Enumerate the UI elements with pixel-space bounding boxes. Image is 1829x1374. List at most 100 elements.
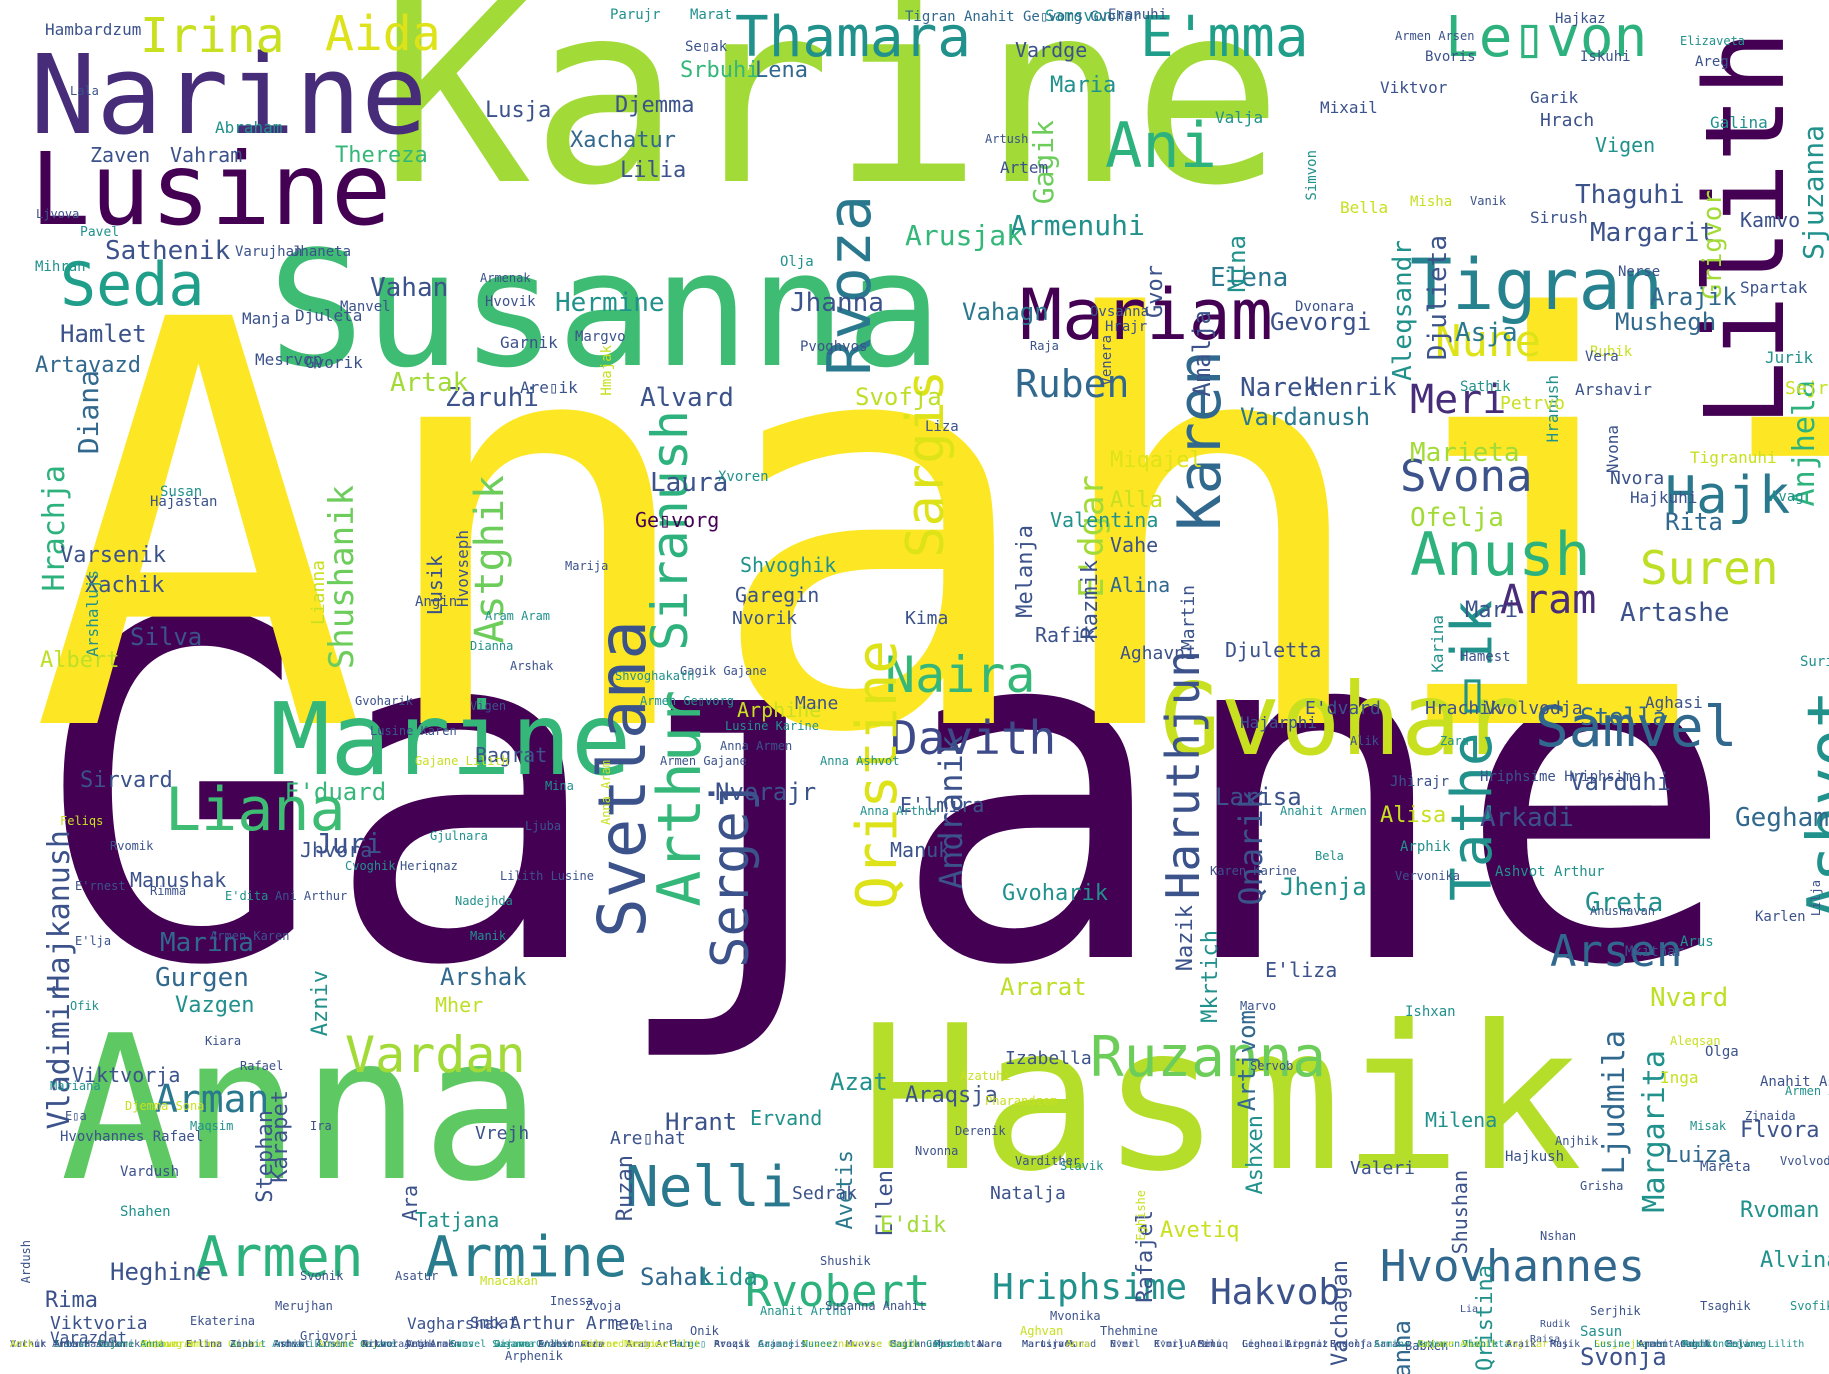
cloud-word: Vivoleta [1462,1339,1511,1350]
cloud-word: Tsvovinar [802,1339,857,1350]
cloud-word: Nvona [1603,425,1622,474]
cloud-word: Anahit [30,204,1829,856]
cloud-word: Svona [1400,451,1533,502]
cloud-word: Vachik [10,1339,47,1350]
cloud-word: Maji [1550,1339,1575,1350]
cloud-word: Aghavni [1120,643,1196,664]
cloud-word: Lida [700,1263,758,1291]
cloud-word: Gajane Ge▯vorg [98,1339,183,1350]
cloud-word: Lilja [1809,880,1823,917]
cloud-word: Arshak [440,963,527,991]
cloud-word: Hrajr [1105,319,1148,335]
cloud-word: Ervand [750,1106,823,1130]
cloud-word: Sara [1374,1339,1399,1350]
cloud-word: Anahit Ani [318,1339,379,1350]
cloud-word: Arkadi [1480,803,1574,833]
cloud-word: Anna Armen [720,739,793,753]
cloud-word: Hvovik [485,294,536,310]
cloud-word: Marine [270,681,632,798]
cloud-word: Olga [1705,1044,1739,1060]
cloud-word: Jhaneta [292,244,352,260]
cloud-word: Shvoghakath [615,669,695,683]
cloud-word: Arphine [737,698,822,722]
cloud-word: Mariana [50,1079,101,1093]
cloud-word: Djemma Sona [125,1099,205,1113]
cloud-word: Venera [1099,335,1115,386]
cloud-word: Arthur Arsen [10,1339,83,1350]
cloud-word: Ardush [19,1240,33,1284]
cloud-word: Arturun [1418,1339,1461,1350]
cloud-word: Silvard [582,1339,625,1350]
cloud-word: Vachagan [1328,1260,1353,1366]
cloud-word: Mixail [1320,98,1378,117]
cloud-word: Vigen [1595,133,1656,157]
cloud-word: Mina [545,779,574,793]
cloud-word: Gevorgi [1270,308,1372,336]
cloud-word: Gajane [758,1339,795,1350]
cloud-word: Ljuba [525,819,562,833]
cloud-word: Vera [1585,349,1619,365]
cloud-word: Valentina [1050,508,1159,532]
cloud-word: Marija [565,559,609,573]
cloud-word: Nshan [1540,1229,1577,1243]
cloud-word: Pvoghvos [800,339,868,355]
cloud-word: Tathe▯ik [1440,600,1505,902]
cloud-word: Jurik [1765,348,1814,367]
cloud-word: Asja [1455,318,1518,348]
cloud-word: Qristine [845,640,910,910]
cloud-word: Zaruhi [445,383,539,413]
cloud-word: Vervonika [1395,869,1461,883]
cloud-word: Djuletta [1225,638,1322,662]
cloud-word: Varazdat [50,1328,128,1347]
cloud-word: Anushavan [1590,904,1656,918]
cloud-word: Onik [690,1324,719,1338]
cloud-word: Hamlet [60,320,147,348]
cloud-word: Martirvos [1022,1339,1077,1350]
cloud-word: Rimma [150,884,187,898]
cloud-word: Armen Ge▯vorg [640,694,734,708]
cloud-word: Anna [60,993,542,1226]
cloud-word: Davith [890,711,1057,765]
cloud-word: Lusja [485,98,552,123]
cloud-word: Anna [1066,1339,1091,1350]
cloud-word: Vaghinak [406,1339,455,1350]
cloud-word: Ruzanna [1090,1025,1327,1090]
cloud-word: Sirush [1530,208,1588,227]
cloud-word: Mvovse [846,1339,883,1350]
cloud-word: Marietta [934,1339,983,1350]
cloud-word: Mnacakan [480,1274,538,1288]
cloud-word: Jhvora [300,838,373,862]
cloud-word: Martin [1178,585,1199,651]
cloud-word: Gajane Anahit [1418,1339,1497,1350]
cloud-word: Arphenik [505,1349,563,1363]
cloud-word: Albert [40,648,120,673]
cloud-word: Lilia [620,158,687,183]
cloud-word: Dianna [470,639,514,653]
cloud-word: Vvolvodja [1780,1154,1829,1168]
cloud-word: Gagik Gajane [680,664,767,678]
cloud-word: Dvonara [1295,299,1355,315]
cloud-word: Qristina [1473,1265,1498,1371]
cloud-word: Sathik [1460,379,1511,395]
cloud-word: Hrach [1540,110,1595,131]
cloud-word: Vigen [470,699,507,713]
cloud-word: Vardge [1015,38,1088,62]
cloud-word: Karapet [268,1090,293,1183]
cloud-word: Varsenik [60,543,166,568]
cloud-word: Narine [30,31,428,159]
cloud-word: Aramajis [758,1339,807,1350]
cloud-word: Eranuhi [1108,7,1168,23]
cloud-word: Lusine Karine [725,719,819,733]
cloud-word: Arthur Armine [142,1339,221,1350]
cloud-word: Gajane Lilith [415,754,509,768]
cloud-word: E'lja [75,934,112,948]
cloud-word: Armik [274,1339,305,1350]
cloud-word: Vardanush [1240,403,1371,431]
cloud-word: Nikvolaj [362,1339,411,1350]
cloud-word: Xachatur [570,128,676,153]
cloud-word: Karen Karine [1210,864,1297,878]
cloud-word: Rvozik [714,1339,751,1350]
cloud-word: Hriphsime Hriphsime [1480,769,1641,785]
cloud-word: Valeri [1350,1158,1416,1179]
